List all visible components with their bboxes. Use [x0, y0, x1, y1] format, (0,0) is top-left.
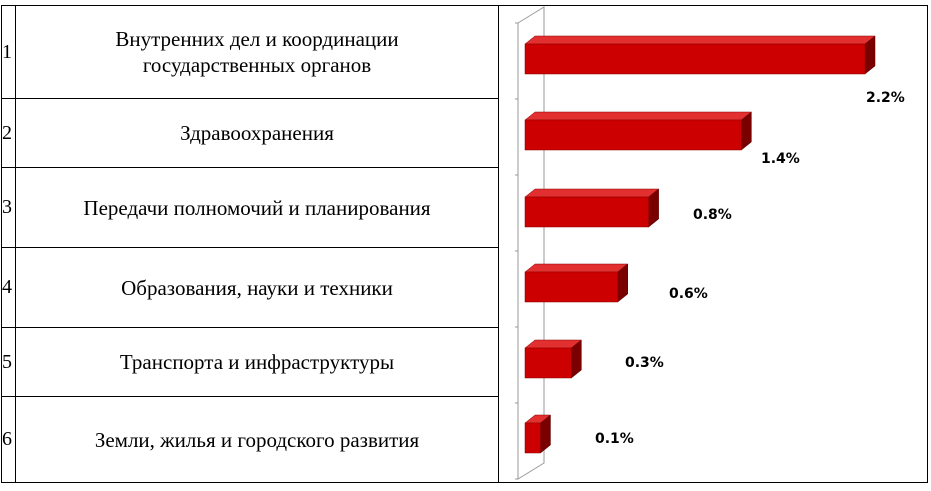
data-label: 0.1%	[595, 431, 634, 447]
bar-top-face	[524, 111, 753, 121]
bar	[524, 422, 541, 454]
row-label-line2: государственных органов	[142, 53, 372, 77]
row-label: Внутренних дел и координации государствен…	[15, 5, 499, 99]
row-label: Транспорта и инфраструктуры	[15, 327, 499, 397]
row-label-line1: Земли, жилья и городского развития	[94, 427, 420, 452]
axis-wall	[517, 6, 545, 480]
row-number: 1	[1, 5, 16, 99]
chart-cell	[498, 5, 928, 483]
table-row: 1 Внутренних дел и координации государстве…	[1, 5, 928, 483]
row-number: 6	[1, 396, 16, 483]
row-label-line1: Внутренних дел и координации	[115, 27, 399, 51]
row-label: Здравоохранения	[15, 98, 499, 168]
table-row: 4 Образования, науки и техники	[1, 247, 928, 328]
bar-top-face	[524, 35, 876, 45]
ranking-table: 1 Внутренних дел и координации государстве…	[1, 5, 928, 483]
table-row: 3 Передачи полномочий и планирования	[1, 167, 928, 248]
row-number: 4	[1, 247, 16, 328]
bar	[524, 43, 866, 75]
row-number: 2	[1, 98, 16, 168]
bar-chart: 2.2% 1.4% 0.8% 0.6% 0.3% 0.1%	[515, 6, 905, 480]
bar	[524, 119, 742, 151]
bar-top-face	[524, 263, 629, 273]
row-label: Передачи полномочий и планирования	[15, 167, 499, 248]
bar	[524, 196, 649, 228]
row-label-line1: Образования, науки и техники	[121, 275, 393, 300]
data-label: 2.2%	[866, 90, 905, 106]
row-label-line1: Здравоохранения	[180, 121, 334, 145]
bar	[524, 347, 572, 379]
row-number: 5	[1, 327, 16, 397]
row-label-line1: Передачи полномочий и планирования	[83, 195, 431, 220]
row-label: Образования, науки и техники	[15, 247, 499, 328]
bar	[524, 271, 618, 303]
table-row: 2 Здравоохранения	[1, 98, 928, 168]
bar-top-face	[524, 188, 660, 198]
table-row: 6 Земли, жилья и городского развития	[1, 396, 928, 483]
data-label: 0.8%	[693, 207, 732, 223]
data-label: 0.6%	[669, 286, 708, 302]
row-label: Земли, жилья и городского развития	[15, 396, 499, 483]
data-label: 1.4%	[761, 151, 800, 167]
table-row: 5 Транспорта и инфраструктуры	[1, 327, 928, 397]
row-number: 3	[1, 167, 16, 248]
data-label: 0.3%	[625, 355, 664, 371]
row-label-line1: Транспорта и инфраструктуры	[119, 350, 395, 374]
